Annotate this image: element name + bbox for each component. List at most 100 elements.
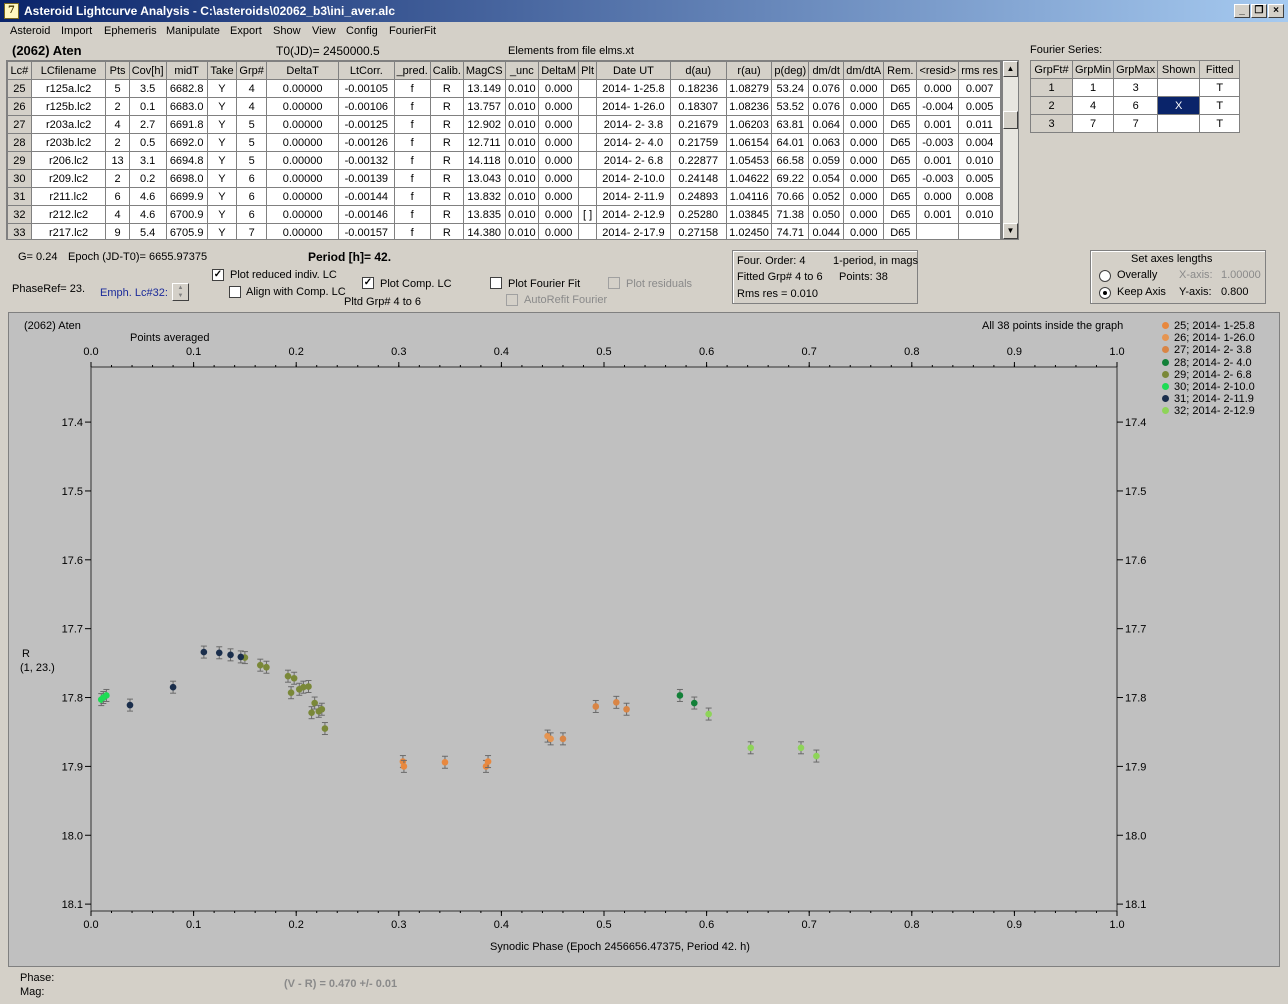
table-cell[interactable]: 0.24893: [669, 187, 727, 206]
table-cell[interactable]: D65: [883, 133, 918, 152]
table-cell[interactable]: D65: [883, 223, 918, 239]
table-cell[interactable]: 6683.0: [165, 97, 208, 116]
keep-axis-radio[interactable]: [1099, 287, 1111, 299]
table-row[interactable]: 27 r203a.lc2 4 2.7 6691.8 Y 5 0.00000 -0.00125 f R…: [7, 115, 1001, 134]
table-cell[interactable]: D65: [883, 97, 918, 116]
table-cell[interactable]: [578, 151, 598, 170]
table-cell[interactable]: 4: [105, 115, 130, 134]
table-cell[interactable]: r209.lc2: [30, 169, 107, 188]
column-header[interactable]: DeltaT: [266, 61, 340, 80]
table-cell[interactable]: 0.000: [843, 205, 885, 224]
menu-asteroid[interactable]: Asteroid: [10, 25, 51, 37]
table-cell[interactable]: [578, 187, 598, 206]
scroll-up-icon[interactable]: ▲: [1003, 61, 1018, 77]
table-cell[interactable]: 9: [105, 223, 130, 239]
table-cell[interactable]: 14.380: [462, 223, 506, 239]
column-header[interactable]: LCfilename: [30, 61, 107, 80]
table-cell[interactable]: r125b.lc2: [30, 97, 107, 116]
table-cell[interactable]: 0.000: [843, 97, 885, 116]
table-cell[interactable]: Y: [206, 187, 238, 206]
table-cell[interactable]: 0.010: [504, 169, 540, 188]
emph-spinner[interactable]: ▲ ▼: [172, 283, 189, 301]
table-cell[interactable]: 14.118: [462, 151, 506, 170]
fourier-cell[interactable]: T: [1199, 96, 1241, 115]
table-cell[interactable]: R: [429, 205, 464, 224]
table-cell[interactable]: 63.81: [771, 115, 810, 134]
table-cell[interactable]: 13.835: [462, 205, 506, 224]
shown-cell[interactable]: X: [1157, 96, 1201, 115]
table-cell[interactable]: -0.00106: [338, 97, 395, 116]
table-cell[interactable]: -0.00139: [338, 169, 395, 188]
menu-show[interactable]: Show: [273, 25, 301, 37]
table-cell[interactable]: 2: [105, 133, 130, 152]
table-cell[interactable]: -0.00105: [338, 79, 395, 98]
table-cell[interactable]: 5: [236, 115, 268, 134]
table-cell[interactable]: 6705.9: [165, 223, 208, 239]
fourier-cell[interactable]: 3: [1030, 114, 1073, 133]
table-cell[interactable]: 6699.9: [165, 187, 208, 206]
table-cell[interactable]: 2014- 2-11.9: [596, 187, 671, 206]
table-cell[interactable]: 0.000: [843, 187, 885, 206]
table-cell[interactable]: 0.010: [504, 133, 540, 152]
fourier-cell[interactable]: T: [1199, 78, 1241, 97]
column-header[interactable]: dm/dt: [808, 61, 845, 80]
menu-view[interactable]: View: [312, 25, 336, 37]
table-cell[interactable]: 29: [7, 151, 32, 170]
menu-import[interactable]: Import: [61, 25, 93, 37]
table-cell[interactable]: [ ]: [578, 205, 598, 224]
table-cell[interactable]: 2014- 2- 6.8: [596, 151, 671, 170]
menu-manipulate[interactable]: Manipulate: [166, 25, 220, 37]
table-cell[interactable]: 0.050: [808, 205, 845, 224]
table-cell[interactable]: 2014- 2-17.9: [596, 223, 671, 239]
table-cell[interactable]: 2014- 2- 3.8: [596, 115, 671, 134]
table-cell[interactable]: 4.6: [128, 187, 167, 206]
table-cell[interactable]: 0.000: [843, 169, 885, 188]
column-header[interactable]: _pred.: [393, 61, 431, 80]
table-cell[interactable]: 69.22: [771, 169, 810, 188]
table-cell[interactable]: 0.00000: [266, 79, 340, 98]
table-cell[interactable]: 0.000: [916, 187, 960, 206]
table-cell[interactable]: 0.010: [504, 115, 540, 134]
table-cell[interactable]: 0.005: [958, 169, 1001, 188]
restore-button[interactable]: ❐: [1251, 4, 1267, 18]
table-cell[interactable]: [578, 115, 598, 134]
table-cell[interactable]: 7: [236, 223, 268, 239]
table-row[interactable]: 32 r212.lc2 4 4.6 6700.9 Y 6 0.00000 -0.00146 f R 1…: [7, 205, 1001, 224]
table-cell[interactable]: 2014- 2-10.0: [596, 169, 671, 188]
table-cell[interactable]: 28: [7, 133, 32, 152]
table-cell[interactable]: R: [429, 79, 464, 98]
yaxis-value[interactable]: 0.800: [1221, 286, 1249, 298]
minimize-button[interactable]: _: [1234, 4, 1250, 18]
table-cell[interactable]: 0.21679: [669, 115, 727, 134]
column-header[interactable]: Rem.: [883, 61, 918, 80]
table-cell[interactable]: R: [429, 133, 464, 152]
menu-fourierfit[interactable]: FourierFit: [389, 25, 437, 37]
table-cell[interactable]: 0.00000: [266, 187, 340, 206]
plot-residuals-checkbox[interactable]: [608, 277, 620, 289]
table-cell[interactable]: 0.007: [958, 79, 1001, 98]
table-cell[interactable]: 31: [7, 187, 32, 206]
table-cell[interactable]: 0.00000: [266, 133, 340, 152]
table-cell[interactable]: 0.000: [538, 169, 580, 188]
table-cell[interactable]: f: [393, 151, 431, 170]
table-cell[interactable]: [958, 223, 1001, 239]
table-cell[interactable]: 26: [7, 97, 32, 116]
table-cell[interactable]: -0.00146: [338, 205, 395, 224]
spin-down-icon[interactable]: ▼: [177, 293, 184, 299]
table-row[interactable]: 25 r125a.lc2 5 3.5 6682.8 Y 4 0.00000 -0.00105 f R…: [7, 79, 1001, 98]
table-cell[interactable]: 53.52: [771, 97, 810, 116]
menu-export[interactable]: Export: [230, 25, 262, 37]
table-cell[interactable]: 0.005: [958, 97, 1001, 116]
table-cell[interactable]: Y: [206, 169, 238, 188]
table-cell[interactable]: 0.008: [958, 187, 1001, 206]
table-cell[interactable]: D65: [883, 115, 918, 134]
table-cell[interactable]: 0.001: [916, 205, 960, 224]
table-cell[interactable]: 0.27158: [669, 223, 727, 239]
table-cell[interactable]: R: [429, 187, 464, 206]
table-cell[interactable]: [916, 223, 960, 239]
table-cell[interactable]: 0.000: [916, 79, 960, 98]
plot-reduced-checkbox[interactable]: ✓: [212, 269, 224, 281]
table-cell[interactable]: 0.010: [504, 187, 540, 206]
table-cell[interactable]: 0.076: [808, 97, 845, 116]
